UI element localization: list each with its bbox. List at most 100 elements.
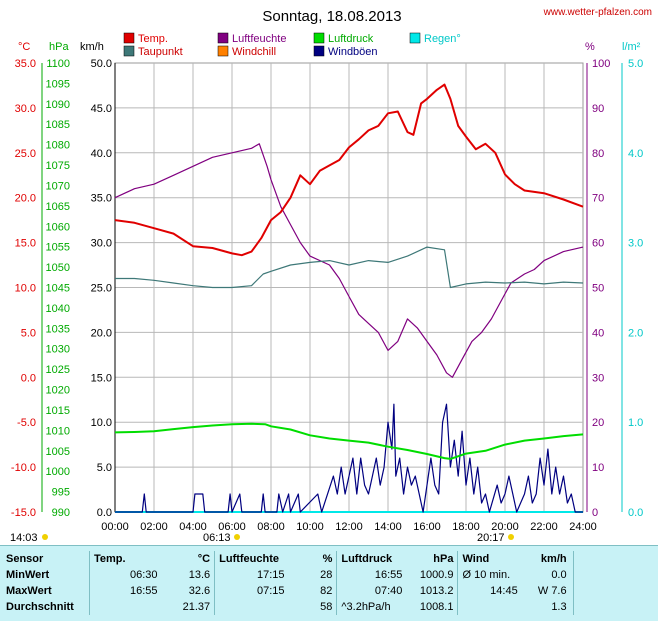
x-tick-label: 08:00 xyxy=(257,521,285,533)
legend-swatch-pressure xyxy=(313,32,325,44)
wind-time xyxy=(457,599,522,615)
hdr-pressure: Luftdruck xyxy=(336,551,407,567)
legend-label-windchill: Windchill xyxy=(232,46,276,58)
press-value: 1000.9 xyxy=(419,569,454,581)
temp-axis-tick: -5.0 xyxy=(17,417,36,429)
summary-row-min: MinWert 06:30 13.6 17:15 28 16:55 1000.9… xyxy=(6,567,658,583)
unit-rain: l/m² xyxy=(622,41,641,53)
hum-value: 82 xyxy=(320,585,333,597)
x-tick-label: 00:00 xyxy=(101,521,129,533)
temp-axis-tick: 0.0 xyxy=(21,372,36,384)
hum-value: 28 xyxy=(320,569,333,581)
pressure-axis-tick: 1080 xyxy=(46,140,70,152)
hum-time xyxy=(214,599,289,615)
site-url: www.wetter-pfalzen.com xyxy=(543,7,652,18)
pressure-axis-tick: 990 xyxy=(52,507,70,519)
pressure-axis-tick: 1060 xyxy=(46,221,70,233)
x-tick-label: 14:00 xyxy=(374,521,402,533)
rain-axis-tick: 4.0 xyxy=(628,148,643,160)
humidity-axis-tick: 0 xyxy=(592,507,598,519)
wind-value: 1.3 xyxy=(551,601,567,613)
pressure-axis-tick: 1075 xyxy=(46,160,70,172)
legend-swatch-dewpoint xyxy=(123,45,135,57)
sunrise-label: 06:13 xyxy=(203,532,231,544)
pressure-axis-tick: 1050 xyxy=(46,262,70,274)
summary-row-max: MaxWert 16:55 32.6 07:15 82 07:40 1013.2… xyxy=(6,583,658,599)
hdr-humidity: Luftfeuchte xyxy=(214,551,289,567)
unit-pressure: hPa xyxy=(49,41,69,53)
hdr-wind-unit: km/h xyxy=(540,553,567,565)
hdr-temp-unit: °C xyxy=(197,553,211,565)
legend: Temp. Luftfeuchte Luftdruck Regen° Taupu… xyxy=(123,32,461,58)
rain-axis-tick: 3.0 xyxy=(628,238,643,250)
pressure-axis-tick: 1100 xyxy=(46,58,70,70)
unit-temp: °C xyxy=(18,41,30,53)
legend-label-rain: Regen° xyxy=(424,33,461,45)
rain-axis-tick: 2.0 xyxy=(628,327,643,339)
unit-wind: km/h xyxy=(80,41,104,53)
wind-axis-tick: 30.0 xyxy=(91,238,112,250)
pressure-axis-tick: 1055 xyxy=(46,242,70,254)
hdr-wind: Wind xyxy=(457,551,522,567)
temp-value: 21.37 xyxy=(182,601,211,613)
wind-value: W 7.6 xyxy=(537,585,567,597)
hum-value: 58 xyxy=(320,601,333,613)
wind-axis-tick: 45.0 xyxy=(91,103,112,115)
press-value: 1013.2 xyxy=(419,585,454,597)
temp-time xyxy=(88,599,162,615)
series-taupunkt xyxy=(115,246,584,289)
pressure-axis-tick: 1030 xyxy=(46,344,70,356)
day-start-label: 14:03 xyxy=(10,532,38,544)
pressure-axis-tick: 1015 xyxy=(46,405,70,417)
humidity-axis-tick: 90 xyxy=(592,103,604,115)
legend-swatch-temp xyxy=(123,32,135,44)
sun-icon-left xyxy=(42,534,48,540)
wind-time: 14:45 xyxy=(457,583,522,599)
series-luftfeuchte xyxy=(114,143,584,378)
temp-axis-tick: 20.0 xyxy=(15,193,36,205)
legend-swatch-windchill xyxy=(217,45,229,57)
x-tick-label: 02:00 xyxy=(140,521,168,533)
summary-row-avg: Durchschnitt 21.37 58 ^3.2hPa/h 1008.1 1… xyxy=(6,599,658,615)
wind-axis-tick: 15.0 xyxy=(91,372,112,384)
hum-time: 17:15 xyxy=(214,567,289,583)
temp-axis-tick: 30.0 xyxy=(15,103,36,115)
rain-axis-tick: 1.0 xyxy=(628,417,643,429)
pressure-axis-tick: 1025 xyxy=(46,364,70,376)
pressure-axis-tick: 1005 xyxy=(46,446,70,458)
press-time: 07:40 xyxy=(336,583,407,599)
humidity-axis-tick: 80 xyxy=(592,148,604,160)
legend-label-temp: Temp. xyxy=(138,33,168,45)
humidity-axis-tick: 30 xyxy=(592,372,604,384)
legend-swatch-humidity xyxy=(217,32,229,44)
sunrise-icon xyxy=(234,534,240,540)
rain-axis-tick: 0.0 xyxy=(628,507,643,519)
pressure-axis-tick: 1065 xyxy=(46,201,70,213)
hdr-sensor: Sensor xyxy=(6,553,44,565)
series-luftdruck xyxy=(114,422,584,460)
pressure-axis-tick: 1070 xyxy=(46,180,70,192)
humidity-axis-tick: 40 xyxy=(592,327,604,339)
humidity-axis-tick: 20 xyxy=(592,417,604,429)
wind-axis-tick: 25.0 xyxy=(91,283,112,295)
x-tick-label: 04:00 xyxy=(179,521,207,533)
temp-axis-tick: -15.0 xyxy=(11,507,36,519)
pressure-axis-tick: 1020 xyxy=(46,385,70,397)
temp-axis-tick: 25.0 xyxy=(15,148,36,160)
wind-value: 0.0 xyxy=(551,569,567,581)
press-time: 16:55 xyxy=(336,567,407,583)
weather-chart: Sonntag, 18.08.2013 www.wetter-pfalzen.c… xyxy=(10,7,652,544)
x-tick-label: 12:00 xyxy=(335,521,363,533)
wind-time: Ø 10 min. xyxy=(457,567,522,583)
humidity-axis-tick: 60 xyxy=(592,238,604,250)
wind-axis-tick: 0.0 xyxy=(97,507,112,519)
series-temp xyxy=(114,83,584,257)
press-value: 1008.1 xyxy=(419,601,454,613)
temp-time: 16:55 xyxy=(88,583,162,599)
x-tick-label: 16:00 xyxy=(413,521,441,533)
humidity-axis-tick: 50 xyxy=(592,283,604,295)
pressure-axis-tick: 995 xyxy=(52,487,70,499)
x-tick-label: 06:00 xyxy=(218,521,246,533)
pressure-axis-tick: 1040 xyxy=(46,303,70,315)
rain-axis-tick: 5.0 xyxy=(628,58,643,70)
